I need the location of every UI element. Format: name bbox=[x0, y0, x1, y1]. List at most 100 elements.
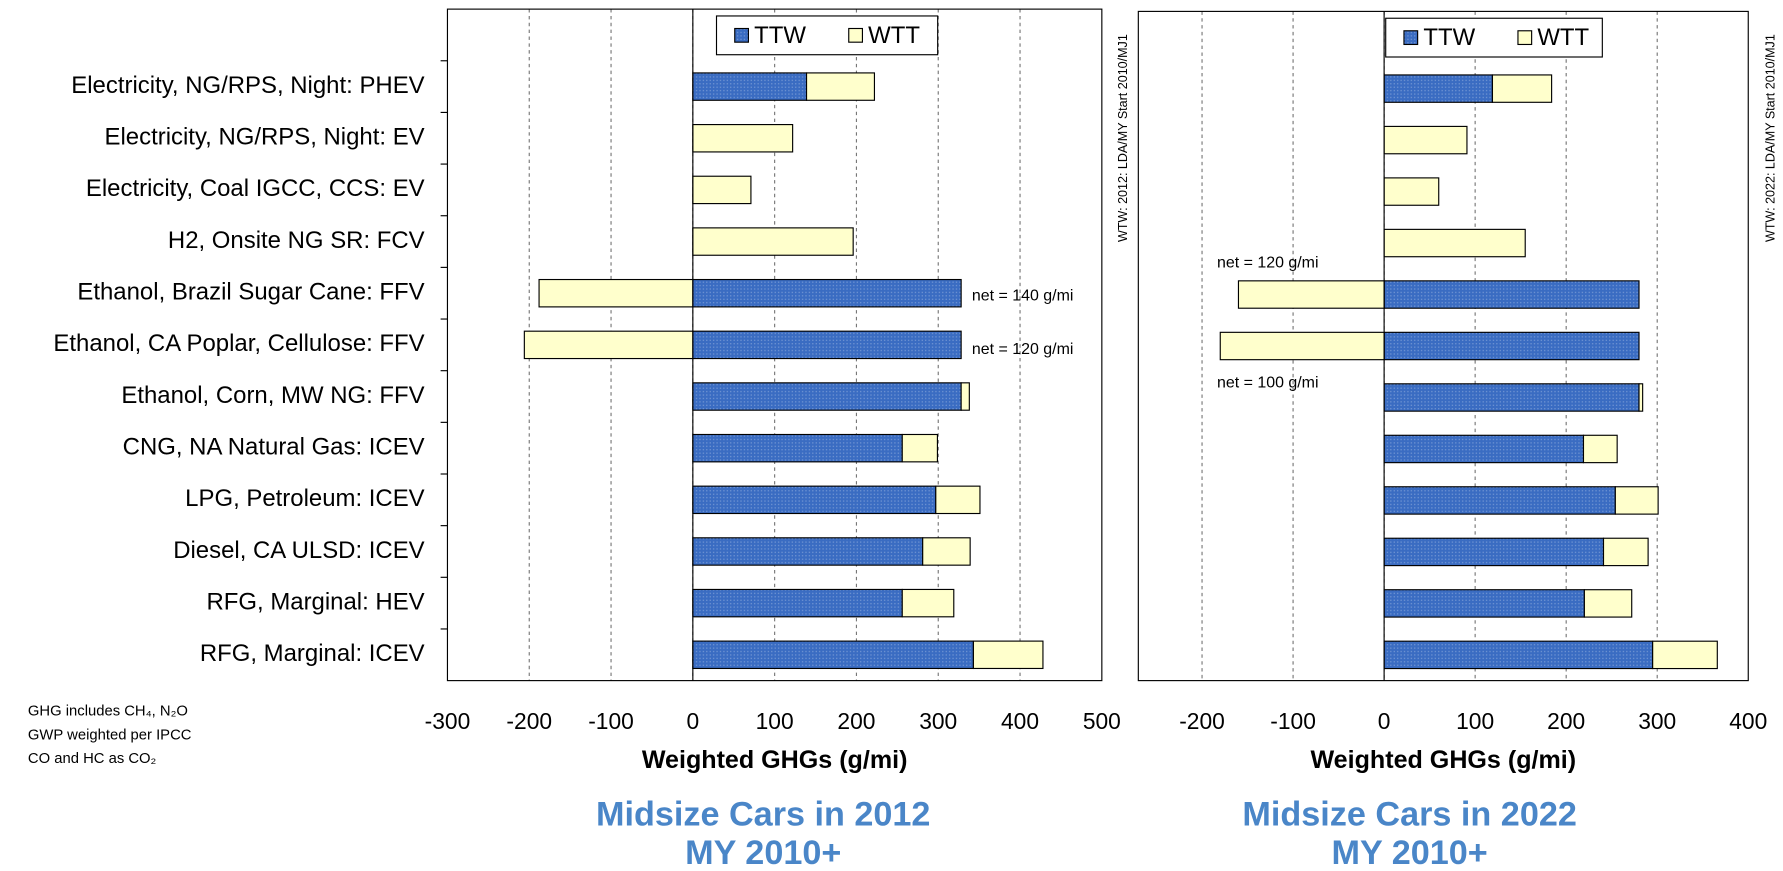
bar-segment bbox=[1383, 640, 1654, 670]
bar-segment bbox=[692, 485, 937, 515]
bar-segment bbox=[692, 72, 808, 101]
x-tick-label: -200 bbox=[1179, 708, 1225, 734]
legend-label: TTW bbox=[754, 22, 806, 49]
bar-segment bbox=[1237, 280, 1385, 309]
plot-frame bbox=[446, 8, 1103, 682]
bar-segment bbox=[1383, 177, 1440, 206]
chart-title: Midsize Cars in 2012 bbox=[596, 795, 930, 833]
legend-box bbox=[1385, 17, 1603, 58]
x-tick-label: 200 bbox=[837, 708, 875, 734]
annotation: net = 100 g/mi bbox=[1217, 374, 1319, 391]
category-label: LPG, Petroleum: ICEV bbox=[185, 485, 425, 512]
bar-segment bbox=[805, 72, 876, 101]
chart-title: Midsize Cars in 2022 bbox=[1242, 795, 1576, 833]
bar-segment bbox=[901, 433, 938, 463]
legend-label: WTT bbox=[868, 22, 920, 49]
bar-segment bbox=[901, 588, 955, 618]
bar-segment bbox=[692, 382, 962, 411]
category-label: RFG, Marginal: ICEV bbox=[200, 640, 425, 667]
x-axis-label: Weighted GHGs (g/mi) bbox=[1310, 746, 1576, 774]
category-label: Electricity, NG/RPS, Night: PHEV bbox=[71, 72, 424, 99]
bar-segment bbox=[538, 278, 694, 308]
footnote: GWP weighted per IPCC bbox=[28, 727, 192, 743]
bar-segment bbox=[692, 124, 794, 153]
bar-segment bbox=[1614, 486, 1659, 515]
x-axis-label: Weighted GHGs (g/mi) bbox=[642, 746, 908, 774]
category-label: Ethanol, Brazil Sugar Cane: FFV bbox=[77, 279, 424, 306]
bar-segment bbox=[1652, 640, 1718, 670]
bar-segment bbox=[922, 537, 971, 566]
plot: -300 -200 -100 0 100 200 300 400 500 Electricity,… bbox=[53, 8, 1130, 871]
x-tick-label: 100 bbox=[756, 708, 794, 734]
x-tick-label: 300 bbox=[919, 708, 957, 734]
annotation: net = 120 g/mi bbox=[1217, 255, 1319, 272]
bar-segment bbox=[1383, 383, 1640, 412]
legend-label: TTW bbox=[1423, 24, 1475, 51]
plot: -200 -100 0 100 200 300 400 net = 120 g/mi net =… bbox=[1137, 10, 1777, 871]
bar-segment bbox=[1583, 589, 1633, 618]
chart-title: MY 2010+ bbox=[1332, 834, 1488, 871]
legend-marker bbox=[848, 27, 863, 43]
bar-segment bbox=[1638, 383, 1644, 412]
x-tick-label: -100 bbox=[1270, 708, 1316, 734]
legend-box bbox=[715, 15, 939, 56]
footnote: GHG includes CH₄, N₂O bbox=[28, 703, 188, 719]
bar-segment bbox=[692, 175, 752, 205]
bar-segment bbox=[692, 640, 974, 670]
category-label: Electricity, Coal IGCC, CCS: EV bbox=[86, 175, 425, 202]
bar-segment bbox=[692, 433, 903, 463]
category-label: Electricity, NG/RPS, Night: EV bbox=[105, 124, 425, 151]
x-tick-label: -100 bbox=[588, 708, 634, 734]
category-label: Ethanol, CA Poplar, Cellulose: FFV bbox=[53, 330, 424, 357]
x-tick-label: 0 bbox=[1378, 708, 1391, 734]
side-note: WTW: 2022: LDA/MY Start 2010/MJ1 bbox=[1763, 34, 1777, 242]
bar-segment bbox=[972, 640, 1044, 670]
bar-segment bbox=[1383, 486, 1616, 515]
x-tick-label: 200 bbox=[1547, 708, 1585, 734]
annotation: net = 120 g/mi bbox=[972, 341, 1074, 358]
x-tick-label: 400 bbox=[1729, 708, 1767, 734]
bar-segment bbox=[1383, 74, 1494, 103]
x-tick-label: 400 bbox=[1001, 708, 1039, 734]
category-label: RFG, Marginal: HEV bbox=[206, 588, 424, 615]
category-label: H2, Onsite NG SR: FCV bbox=[168, 227, 425, 254]
bar-segment bbox=[1383, 537, 1605, 567]
legend-marker bbox=[1517, 30, 1533, 46]
x-tick-label: 300 bbox=[1638, 708, 1676, 734]
bar-segment bbox=[692, 588, 903, 618]
side-note: WTW: 2012: LDA/MY Start 2010/MJ1 bbox=[1116, 34, 1130, 242]
annotation: net = 140 g/mi bbox=[972, 288, 1074, 305]
category-label: CNG, NA Natural Gas: ICEV bbox=[123, 434, 425, 461]
bar-segment bbox=[1582, 434, 1618, 464]
bar-segment bbox=[1383, 125, 1468, 155]
legend-marker bbox=[734, 27, 749, 43]
bar-segment bbox=[1219, 331, 1385, 361]
bar-segment bbox=[692, 278, 962, 308]
bar-segment bbox=[692, 227, 854, 256]
x-tick-label: 100 bbox=[1456, 708, 1494, 734]
bar-segment bbox=[1383, 589, 1585, 618]
bar-segment bbox=[1602, 537, 1649, 567]
bar-segment bbox=[692, 330, 962, 360]
bar-segment bbox=[960, 382, 970, 411]
x-tick-label: 500 bbox=[1083, 708, 1121, 734]
plot-frame bbox=[1137, 10, 1749, 682]
x-tick-label: -300 bbox=[425, 708, 471, 734]
legend-marker bbox=[1403, 30, 1419, 46]
bar-segment bbox=[1491, 74, 1553, 103]
category-label: Diesel, CA ULSD: ICEV bbox=[173, 537, 424, 564]
bar-segment bbox=[1383, 331, 1640, 361]
chart-title: MY 2010+ bbox=[685, 834, 841, 871]
bar-segment bbox=[692, 537, 924, 566]
category-label: Ethanol, Corn, MW NG: FFV bbox=[121, 382, 424, 409]
footnote: CO and HC as CO₂ bbox=[28, 751, 157, 767]
bar-segment bbox=[935, 485, 981, 515]
x-tick-label: 0 bbox=[687, 708, 700, 734]
bar-segment bbox=[523, 330, 694, 360]
x-tick-label: -200 bbox=[506, 708, 552, 734]
bar-segment bbox=[1383, 228, 1526, 258]
bar-segment bbox=[1383, 280, 1640, 309]
bar-segment bbox=[1383, 434, 1585, 464]
